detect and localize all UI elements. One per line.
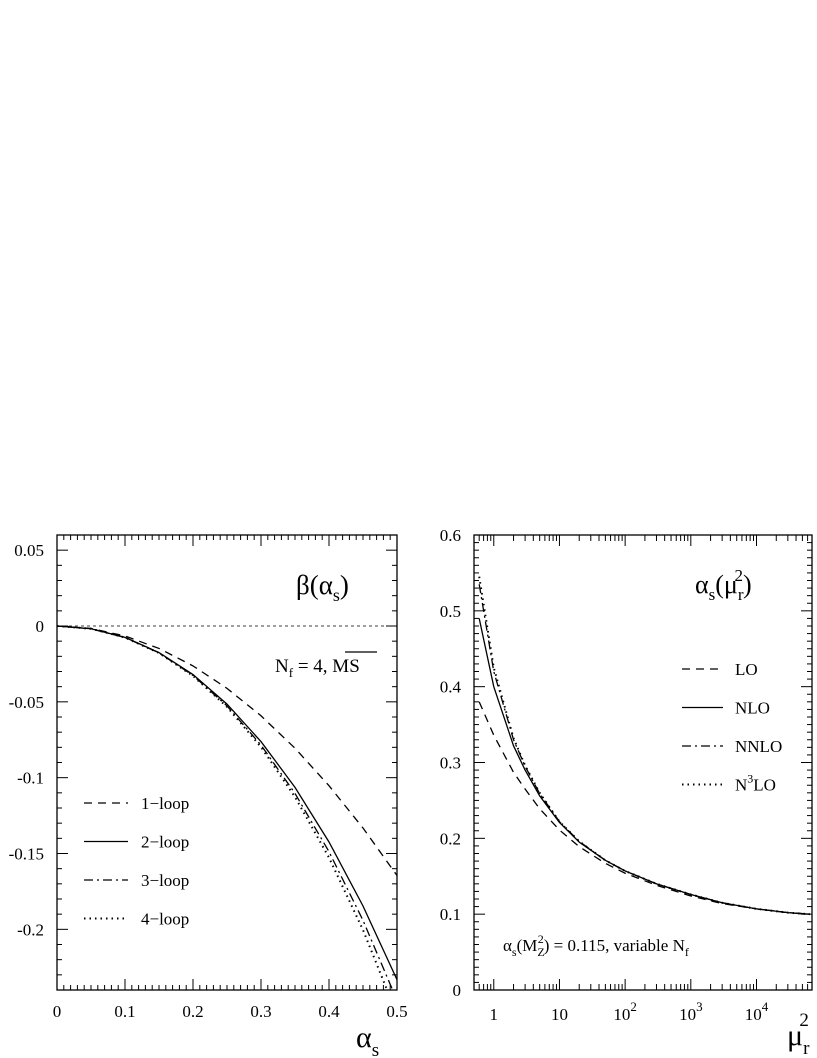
right-y-tick-label: 0 bbox=[453, 981, 462, 1000]
left-series-line-3 bbox=[57, 625, 394, 990]
right-legend-label: NNLO bbox=[735, 737, 782, 756]
beta-function-chart: 0 0.1 0.2 0.3 0.4 0.50.050-0.05-0.1-0.15-0.2 … bbox=[9, 534, 408, 1058]
left-tick-labels: 0 0.1 0.2 0.3 0.4 0.5 0.05 0 -0.05 -0.1 -0.15 -0.2 bbox=[9, 541, 408, 1021]
left-plot-frame bbox=[56, 534, 398, 991]
right-series-line-2 bbox=[478, 618, 810, 915]
left-series-curves bbox=[57, 625, 397, 990]
right-x-tick-label: 10 bbox=[551, 1005, 568, 1024]
right-y-tick-label: 0.1 bbox=[440, 905, 461, 924]
right-x-tick-label: 1 bbox=[490, 1005, 499, 1024]
left-series-line-2 bbox=[57, 625, 397, 980]
left-x-tick-label: 0.2 bbox=[182, 1002, 203, 1021]
left-series-line-4 bbox=[57, 625, 389, 990]
left-x-tick-label: 0.4 bbox=[318, 1002, 340, 1021]
left-y-tick-label: -0.2 bbox=[17, 920, 44, 939]
left-legend-label: 2−loop bbox=[141, 833, 189, 852]
right-y-tick-label: 0.5 bbox=[440, 602, 461, 621]
right-series-line-1 bbox=[478, 701, 810, 915]
left-x-tick-label: 0.1 bbox=[114, 1002, 135, 1021]
left-axis-ticks bbox=[56, 534, 398, 991]
left-series-line-1 bbox=[57, 625, 397, 876]
right-axis-ticks bbox=[473, 534, 813, 991]
right-legend-label: N3LO bbox=[735, 772, 776, 795]
right-x-tick-label: 103 bbox=[679, 999, 703, 1024]
right-series-line-3 bbox=[478, 584, 810, 915]
svg-text:Nf = 4, MS: Nf = 4, MS bbox=[275, 656, 360, 680]
left-legend-label: 4−loop bbox=[141, 910, 189, 929]
right-x-axis-label: μr2 bbox=[787, 1010, 810, 1058]
right-y-tick-label: 0.3 bbox=[440, 754, 461, 773]
left-legend: 1−loop 2−loop 3−loop 4−loop bbox=[84, 794, 189, 929]
left-y-tick-label: 0 bbox=[36, 617, 45, 636]
right-series-curves bbox=[478, 576, 810, 916]
right-legend: LO NLO NNLO N3LO bbox=[682, 660, 782, 795]
left-chart-title: β(αs) bbox=[296, 570, 349, 605]
right-y-tick-label: 0.2 bbox=[440, 829, 461, 848]
right-legend-label: LO bbox=[735, 660, 758, 679]
left-y-tick-label: -0.15 bbox=[9, 845, 44, 864]
left-x-axis-label: αs bbox=[356, 1021, 379, 1058]
left-legend-label: 3−loop bbox=[141, 871, 189, 890]
right-tick-labels: 1 10 102 103 104 0 0.1 0.2 0.3 0.4 0.5 0.6 bbox=[440, 526, 769, 1024]
left-x-tick-label: 0.5 bbox=[386, 1002, 407, 1021]
right-y-tick-label: 0.4 bbox=[440, 678, 462, 697]
right-x-tick-label: 102 bbox=[613, 999, 637, 1024]
right-plot-frame bbox=[473, 534, 813, 991]
left-x-tick-label: 0.3 bbox=[250, 1002, 271, 1021]
left-legend-label: 1−loop bbox=[141, 794, 189, 813]
left-x-tick-label: 0 bbox=[53, 1002, 62, 1021]
right-chart-title: αs(μr2) bbox=[695, 566, 752, 604]
left-y-tick-label: -0.05 bbox=[9, 693, 44, 712]
right-x-tick-label: 104 bbox=[745, 999, 769, 1024]
left-y-tick-label: -0.1 bbox=[17, 769, 44, 788]
left-y-tick-label: 0.05 bbox=[14, 541, 44, 560]
left-scheme-annotation: Nf = 4, MS bbox=[275, 651, 377, 680]
right-condition-annotation: αs(MZ2) = 0.115, variable Nf bbox=[503, 932, 689, 959]
right-y-tick-label: 0.6 bbox=[440, 526, 461, 545]
right-legend-label: NLO bbox=[735, 699, 770, 718]
